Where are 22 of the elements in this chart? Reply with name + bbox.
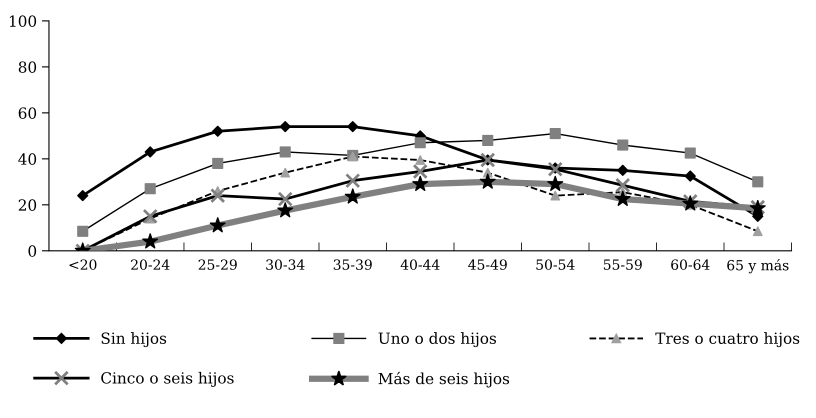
legend-label: Más de seis hijos xyxy=(378,372,510,388)
legend-label: Tres o cuatro hijos xyxy=(655,332,800,348)
y-tick-label: 80 xyxy=(18,61,36,73)
x-tick-label: 45-49 xyxy=(468,259,507,270)
y-tick-label: 20 xyxy=(18,199,36,211)
x-tick-label: 35-39 xyxy=(334,259,372,270)
x-tick-label: 20-24 xyxy=(131,259,170,270)
legend-label: Sin hijos xyxy=(102,332,166,348)
x-tick-label: 55-59 xyxy=(604,259,642,270)
x-tick-label: <20 xyxy=(70,259,96,270)
x-tick-label: 50-54 xyxy=(536,259,575,270)
x-tick-label: 65 y más xyxy=(727,259,789,274)
x-tick-label: 30-34 xyxy=(266,259,305,270)
x-tick-label: 25-29 xyxy=(198,259,237,270)
x-tick-label: 60-64 xyxy=(671,259,710,270)
y-tick-label: 40 xyxy=(18,153,36,165)
x-tick-label: 40-44 xyxy=(400,259,440,270)
y-tick-label: 0 xyxy=(28,245,36,257)
legend-label: Uno o dos hijos xyxy=(378,332,496,348)
y-tick-label: 100 xyxy=(10,15,36,27)
y-tick-label: 60 xyxy=(18,107,36,119)
legend-label: Cinco o seis hijos xyxy=(101,372,234,387)
